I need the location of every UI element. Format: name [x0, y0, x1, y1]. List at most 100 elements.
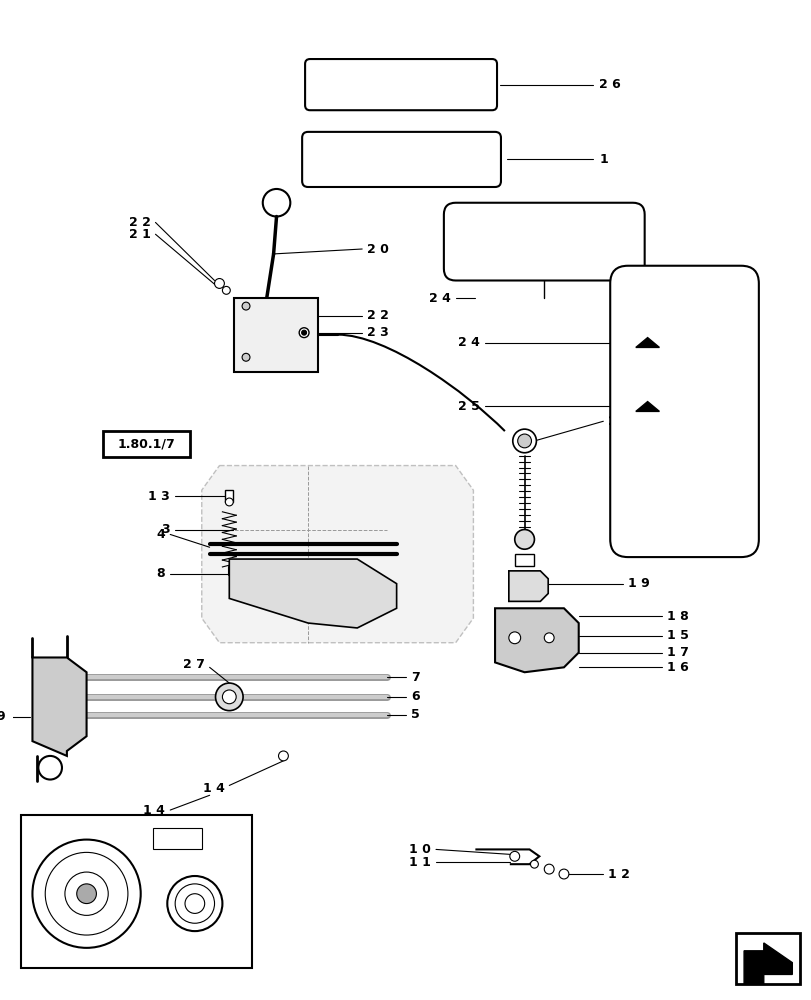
Text: 2 0: 2 0 — [367, 243, 388, 256]
Text: 1000: 1000 — [322, 90, 341, 96]
Text: 2 4: 2 4 — [428, 292, 450, 305]
Text: ↑: ↑ — [641, 395, 653, 409]
Circle shape — [530, 860, 538, 868]
Circle shape — [558, 228, 566, 236]
Text: ✦: ✦ — [326, 70, 337, 83]
FancyBboxPatch shape — [305, 59, 496, 110]
Circle shape — [214, 279, 224, 288]
Text: 1 4: 1 4 — [202, 782, 224, 795]
Circle shape — [478, 143, 491, 156]
Text: 1 5: 1 5 — [667, 629, 689, 642]
Polygon shape — [111, 849, 224, 908]
Text: 1 4: 1 4 — [144, 804, 165, 817]
Text: 2 3: 2 3 — [367, 326, 388, 339]
Bar — [431, 67, 459, 100]
Circle shape — [242, 353, 250, 361]
Bar — [375, 67, 402, 100]
Circle shape — [215, 683, 242, 711]
Text: 2 5: 2 5 — [458, 400, 479, 413]
Text: 🚜: 🚜 — [473, 227, 481, 241]
Circle shape — [242, 302, 250, 310]
Circle shape — [222, 286, 230, 294]
Circle shape — [517, 434, 531, 448]
Circle shape — [558, 869, 569, 879]
Circle shape — [311, 162, 324, 176]
Circle shape — [598, 231, 617, 251]
Text: ⚙: ⚙ — [480, 145, 489, 155]
Text: 2 7: 2 7 — [182, 658, 204, 671]
Bar — [686, 331, 733, 350]
Circle shape — [703, 400, 717, 413]
Bar — [317, 67, 345, 100]
Text: 1000: 1000 — [351, 165, 382, 175]
Text: 1 3: 1 3 — [148, 490, 170, 503]
Text: ✦: ✦ — [383, 70, 393, 83]
Bar — [736, 933, 799, 984]
Bar — [514, 554, 534, 566]
Polygon shape — [635, 338, 659, 347]
Text: 1 7: 1 7 — [667, 646, 689, 659]
Text: 9: 9 — [0, 710, 5, 723]
Circle shape — [298, 328, 309, 338]
Text: 1 9: 1 9 — [627, 577, 649, 590]
Circle shape — [311, 143, 324, 156]
Text: 2 6: 2 6 — [599, 78, 620, 91]
Text: 2 2: 2 2 — [367, 309, 388, 322]
Bar — [152, 828, 201, 849]
Text: 8: 8 — [157, 567, 165, 580]
Text: 7: 7 — [411, 671, 419, 684]
Text: 2 4: 2 4 — [458, 336, 479, 349]
Text: 1 6: 1 6 — [667, 661, 689, 674]
Text: 540E: 540E — [391, 165, 422, 175]
Text: ⚙: ⚙ — [313, 145, 322, 155]
Text: 1685: 1685 — [390, 146, 422, 156]
Text: 540: 540 — [431, 165, 459, 175]
Text: 2200: 2200 — [430, 146, 461, 156]
Text: 1.80.1/7: 1.80.1/7 — [118, 437, 175, 450]
Polygon shape — [32, 657, 87, 756]
Text: ↺: ↺ — [602, 234, 613, 248]
Text: ✦: ✦ — [440, 70, 451, 83]
Circle shape — [514, 530, 534, 549]
Circle shape — [222, 690, 236, 704]
Text: 1: 1 — [599, 153, 607, 166]
Circle shape — [167, 876, 222, 931]
Circle shape — [301, 330, 307, 335]
Bar — [20, 815, 251, 968]
Bar — [548, 220, 576, 244]
Text: 540E: 540E — [380, 90, 397, 96]
Circle shape — [517, 228, 525, 236]
Bar — [234, 298, 317, 372]
Text: 1 1: 1 1 — [409, 856, 431, 869]
Text: 2 2: 2 2 — [128, 216, 150, 229]
Polygon shape — [508, 571, 547, 601]
Circle shape — [590, 223, 625, 259]
Polygon shape — [495, 608, 578, 672]
Polygon shape — [635, 402, 659, 411]
Text: =: = — [675, 397, 689, 415]
Circle shape — [543, 633, 553, 643]
FancyBboxPatch shape — [610, 266, 758, 557]
Text: STOP: STOP — [693, 336, 727, 346]
Text: =: = — [675, 334, 689, 352]
Circle shape — [32, 840, 140, 948]
Text: 4: 4 — [157, 528, 165, 541]
Bar — [507, 220, 534, 244]
Text: 2: 2 — [607, 415, 616, 428]
Bar — [225, 490, 233, 502]
Polygon shape — [148, 825, 209, 854]
Circle shape — [225, 498, 233, 506]
Bar — [103, 431, 190, 457]
Polygon shape — [229, 559, 396, 628]
Text: 1 2: 1 2 — [607, 868, 629, 881]
Polygon shape — [743, 943, 792, 984]
Polygon shape — [201, 466, 473, 643]
Text: 1 0: 1 0 — [409, 843, 431, 856]
Circle shape — [278, 751, 288, 761]
Circle shape — [508, 632, 520, 644]
Circle shape — [478, 162, 491, 176]
Text: 2380: 2380 — [351, 146, 382, 156]
Text: 2 1: 2 1 — [128, 228, 150, 241]
Text: 5: 5 — [411, 708, 419, 721]
Text: ⚙: ⚙ — [480, 164, 489, 174]
